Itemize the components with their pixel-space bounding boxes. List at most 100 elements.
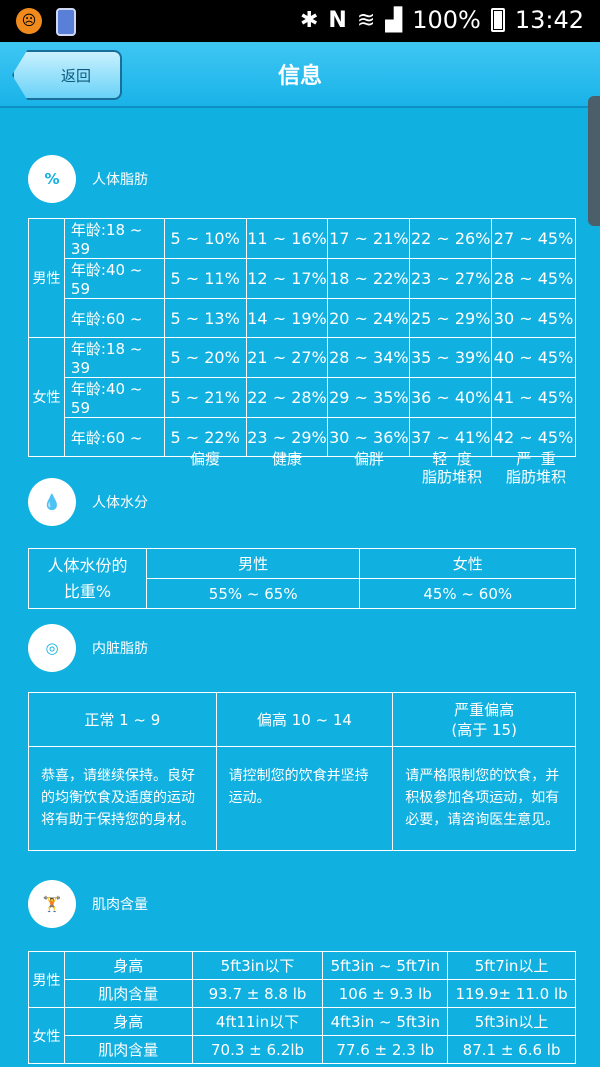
fat-cell: 22 ~ 28% — [245, 377, 329, 418]
body-fat-icon: % — [28, 155, 76, 203]
age-cell: 年龄:60 ~ — [63, 298, 165, 338]
table-row: 女性 年龄:18 ~ 39 5 ~ 20% 21 ~ 27% 28 ~ 34% … — [28, 337, 576, 457]
height-cell: 5ft3in以下 — [191, 951, 324, 980]
fat-cell: 28 ~ 34% — [327, 337, 411, 378]
signal-icon: ▟ — [385, 7, 403, 33]
table-row: 恭喜，请继续保持。良好的均衡饮食及适度的运动将有助于保持您的身材。 请控制您的饮… — [28, 746, 576, 851]
water-female-value: 45% ~ 60% — [359, 578, 576, 609]
height-cell: 4ft3in ~ 5ft3in — [322, 1007, 449, 1036]
fat-cell: 22 ~ 26% — [409, 218, 493, 259]
muscle-label: 肌肉含量 — [92, 897, 148, 913]
fat-cell: 11 ~ 16% — [245, 218, 329, 259]
visceral-severe-advice: 请严格限制您的饮食，并积极参加各项运动，如有必要，请咨询医生意见。 — [392, 746, 576, 851]
female-label: 女性 — [28, 337, 65, 457]
muscle-cell: 119.9± 11.0 lb — [447, 979, 576, 1008]
muscle-heading: 🏋 肌肉含量 — [28, 880, 148, 928]
fat-cell: 35 ~ 39% — [409, 337, 493, 378]
age-cell: 年龄:40 ~ 59 — [63, 377, 165, 418]
table-row: 肌肉含量 70.3 ± 6.2lb 77.6 ± 2.3 lb 87.1 ± 6… — [29, 1035, 576, 1064]
table-row: 男性 年龄:18 ~ 39 5 ~ 10% 11 ~ 16% 17 ~ 21% … — [28, 218, 576, 338]
table-row: 年龄:60 ~ 5 ~ 22% 23 ~ 29% 30 ~ 36% 37 ~ 4… — [29, 417, 576, 457]
fat-cell: 5 ~ 10% — [163, 218, 247, 259]
fat-cell: 25 ~ 29% — [409, 298, 493, 338]
fat-cell: 30 ~ 45% — [491, 298, 576, 338]
visceral-fat-table: 正常 1 ~ 9 偏高 10 ~ 14 严重偏高 (高于 15) 恭喜，请继续保… — [28, 692, 576, 851]
fat-cell: 29 ~ 35% — [327, 377, 411, 418]
bluetooth-icon: ✱ — [299, 7, 319, 33]
legend-mild-fat: 轻 度 脂肪堆积 — [421, 450, 482, 486]
fat-cell: 5 ~ 13% — [163, 298, 247, 338]
water-male-header: 男性 — [145, 548, 361, 579]
body-water-table: 人体水份的 比重% 男性 女性 55% ~ 65% 45% ~ 60% — [28, 548, 576, 609]
fat-cell: 23 ~ 29% — [245, 417, 329, 457]
side-drawer-handle[interactable] — [588, 96, 600, 226]
muscle-amount-label: 肌肉含量 — [63, 1035, 193, 1064]
age-cell: 年龄:60 ~ — [63, 417, 165, 457]
visceral-normal-advice: 恭喜，请继续保持。良好的均衡饮食及适度的运动将有助于保持您的身材。 — [28, 746, 217, 851]
visceral-severe-level: 严重偏高 (高于 15) — [392, 692, 576, 747]
muscle-cell: 93.7 ± 8.8 lb — [191, 979, 324, 1008]
battery-icon — [490, 8, 505, 32]
nfc-icon: N — [328, 7, 347, 33]
fat-cell: 41 ~ 45% — [491, 377, 576, 418]
muscle-height-label: 身高 — [63, 1007, 193, 1036]
fat-cell: 20 ~ 24% — [327, 298, 411, 338]
table-row: 女性 身高 4ft11in以下 4ft3in ~ 5ft3in 5ft3in以上 — [28, 1007, 576, 1064]
battery-percent: 100% — [412, 6, 481, 34]
muscle-cell: 87.1 ± 6.6 lb — [447, 1035, 576, 1064]
body-water-label: 人体水分 — [92, 495, 148, 511]
age-cell: 年龄:18 ~ 39 — [63, 337, 165, 378]
height-cell: 4ft11in以下 — [191, 1007, 324, 1036]
visceral-high-advice: 请控制您的饮食并坚持运动。 — [215, 746, 394, 851]
legend-severe-fat: 严 重 脂肪堆积 — [505, 450, 566, 486]
visceral-normal-level: 正常 1 ~ 9 — [28, 692, 217, 747]
face-icon: ☹ — [16, 8, 42, 34]
muscle-cell: 70.3 ± 6.2lb — [191, 1035, 324, 1064]
body-fat-heading: % 人体脂肪 — [28, 155, 148, 203]
muscle-table: 男性 身高 5ft3in以下 5ft3in ~ 5ft7in 5ft7in以上 … — [28, 951, 576, 1064]
table-row: 肌肉含量 93.7 ± 8.8 lb 106 ± 9.3 lb 119.9± 1… — [29, 979, 576, 1008]
water-male-value: 55% ~ 65% — [145, 578, 361, 609]
muscle-male-label: 男性 — [28, 951, 65, 1008]
muscle-icon: 🏋 — [28, 880, 76, 928]
muscle-amount-label: 肌肉含量 — [63, 979, 193, 1008]
app-header: 返回 信息 — [0, 42, 600, 108]
water-row-label: 人体水份的 比重% — [28, 548, 147, 609]
muscle-cell: 106 ± 9.3 lb — [322, 979, 449, 1008]
table-row: 正常 1 ~ 9 偏高 10 ~ 14 严重偏高 (高于 15) — [28, 692, 576, 747]
clock: 13:42 — [514, 6, 584, 34]
fat-cell: 5 ~ 20% — [163, 337, 247, 378]
height-cell: 5ft3in ~ 5ft7in — [322, 951, 449, 980]
visceral-high-level: 偏高 10 ~ 14 — [215, 692, 394, 747]
body-water-icon: 💧 — [28, 478, 76, 526]
phone-icon — [56, 8, 76, 36]
fat-cell: 18 ~ 22% — [327, 258, 411, 299]
age-cell: 年龄:40 ~ 59 — [63, 258, 165, 299]
legend-underweight: 偏瘦 — [189, 450, 220, 468]
fat-cell: 5 ~ 11% — [163, 258, 247, 299]
fat-cell: 21 ~ 27% — [245, 337, 329, 378]
fat-cell: 12 ~ 17% — [245, 258, 329, 299]
height-cell: 5ft3in以上 — [447, 1007, 576, 1036]
muscle-height-label: 身高 — [63, 951, 193, 980]
fat-cell: 23 ~ 27% — [409, 258, 493, 299]
fat-cell: 27 ~ 45% — [491, 218, 576, 259]
legend-overweight: 偏胖 — [353, 450, 384, 468]
fat-cell: 42 ~ 45% — [491, 417, 576, 457]
body-fat-table: 男性 年龄:18 ~ 39 5 ~ 10% 11 ~ 16% 17 ~ 21% … — [28, 218, 576, 457]
fat-cell: 17 ~ 21% — [327, 218, 411, 259]
back-button[interactable]: 返回 — [12, 50, 122, 100]
body-fat-label: 人体脂肪 — [92, 172, 148, 188]
status-bar: ☹ ✱ N ≋ ▟ 100% 13:42 — [0, 0, 600, 42]
water-female-header: 女性 — [359, 548, 576, 579]
table-row: 年龄:40 ~ 59 5 ~ 11% 12 ~ 17% 18 ~ 22% 23 … — [29, 258, 576, 299]
muscle-cell: 77.6 ± 2.3 lb — [322, 1035, 449, 1064]
wifi-icon: ≋ — [356, 7, 376, 33]
page-title: 信息 — [277, 64, 322, 89]
body-water-heading: 💧 人体水分 — [28, 478, 148, 526]
fat-cell: 28 ~ 45% — [491, 258, 576, 299]
age-cell: 年龄:18 ~ 39 — [63, 218, 165, 259]
visceral-fat-icon: ◎ — [28, 624, 76, 672]
table-row: 年龄:40 ~ 59 5 ~ 21% 22 ~ 28% 29 ~ 35% 36 … — [29, 377, 576, 418]
table-row: 年龄:60 ~ 5 ~ 13% 14 ~ 19% 20 ~ 24% 25 ~ 2… — [29, 298, 576, 338]
